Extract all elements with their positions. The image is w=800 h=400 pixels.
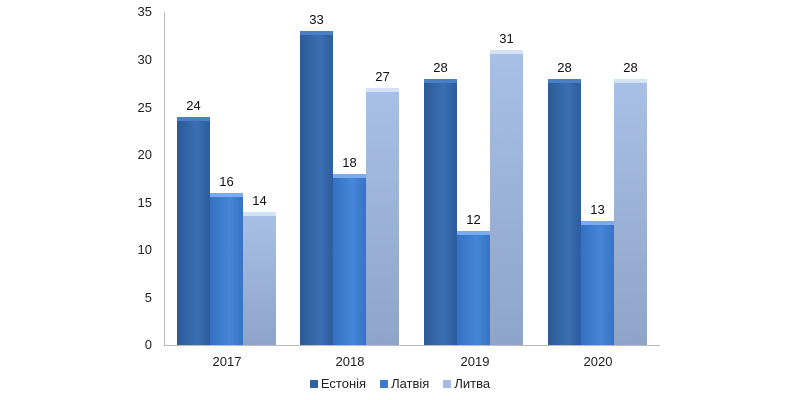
- bar-cap: [366, 88, 399, 93]
- bar-cap: [490, 50, 523, 55]
- data-label: 24: [186, 97, 201, 113]
- legend-item-estonia: Естонія: [309, 376, 367, 391]
- legend: Естонія Латвія Литва: [0, 376, 800, 391]
- y-tick: 25: [137, 100, 152, 115]
- data-label: 31: [499, 31, 514, 47]
- legend-label: Латвія: [391, 376, 430, 391]
- bar-cap: [614, 78, 647, 83]
- x-tick: 2018: [335, 354, 365, 369]
- bar-cap: [548, 78, 581, 83]
- legend-label: Естонія: [320, 376, 367, 391]
- bar-cap: [581, 221, 614, 226]
- bar: [614, 78, 647, 345]
- x-tick: 2019: [460, 354, 490, 369]
- bar: [490, 50, 523, 345]
- y-tick: 20: [137, 147, 152, 162]
- bar: [210, 192, 243, 345]
- bar: [366, 88, 399, 345]
- x-axis: [164, 345, 660, 346]
- bar-cap: [424, 78, 457, 83]
- data-label: 28: [623, 59, 638, 75]
- data-label: 16: [219, 173, 234, 189]
- data-label: 13: [590, 202, 605, 218]
- bar-cap: [333, 173, 366, 178]
- y-tick: 35: [137, 4, 152, 19]
- bar: [548, 78, 581, 345]
- bar: [457, 230, 490, 345]
- legend-label: Литва: [454, 376, 491, 391]
- data-label: 27: [375, 69, 390, 85]
- y-tick: 30: [137, 52, 152, 67]
- bar-cap: [210, 192, 243, 197]
- legend-item-lithuania: Литва: [443, 376, 490, 391]
- y-tick: 5: [144, 290, 152, 305]
- legend-swatch-icon: [380, 379, 389, 388]
- x-tick: 2017: [212, 354, 242, 369]
- y-tick: 10: [137, 242, 152, 257]
- bar: [581, 221, 614, 345]
- bar: [300, 31, 333, 345]
- data-label: 33: [309, 12, 324, 28]
- bar-cap: [177, 116, 210, 121]
- y-tick: 0: [144, 337, 152, 352]
- bar: [177, 116, 210, 345]
- bar: [243, 211, 276, 345]
- data-label: 14: [252, 192, 267, 208]
- bar-cap: [243, 211, 276, 216]
- y-tick: 15: [137, 195, 152, 210]
- bar-cap: [457, 230, 490, 235]
- data-label: 12: [466, 211, 481, 227]
- y-axis: [164, 12, 165, 345]
- x-tick: 2020: [583, 354, 613, 369]
- bar-cap: [300, 31, 333, 36]
- legend-item-latvia: Латвія: [380, 376, 429, 391]
- bar: [424, 78, 457, 345]
- legend-swatch-icon: [443, 379, 452, 388]
- data-label: 18: [342, 154, 357, 170]
- data-label: 28: [433, 59, 448, 75]
- bar: [333, 173, 366, 345]
- legend-swatch-icon: [309, 379, 318, 388]
- data-label: 28: [557, 59, 572, 75]
